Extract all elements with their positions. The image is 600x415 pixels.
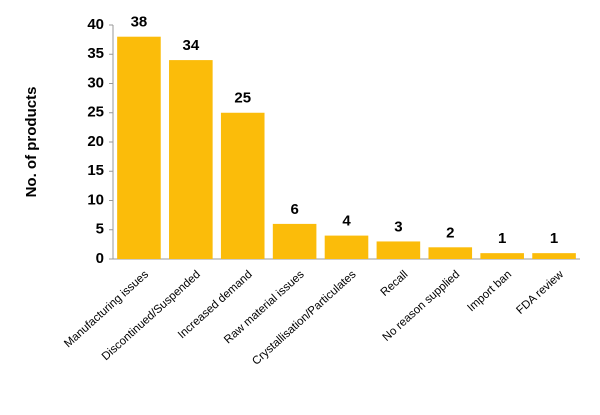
value-label: 25: [234, 90, 251, 107]
y-tick-label: 5: [96, 221, 104, 238]
bar: [272, 223, 317, 259]
y-tick-label: 30: [87, 74, 104, 91]
bar: [428, 247, 473, 259]
value-label: 2: [446, 224, 454, 241]
bar: [220, 112, 265, 259]
y-tick-label: 15: [87, 162, 104, 179]
y-tick-label: 40: [87, 16, 104, 33]
y-tick-label: 25: [87, 104, 104, 121]
value-label: 1: [498, 230, 506, 247]
y-tick-label: 0: [96, 250, 104, 267]
x-tick-label: Import ban: [465, 269, 514, 315]
value-label: 1: [550, 230, 558, 247]
value-label: 34: [182, 37, 199, 54]
y-tick-label: 35: [87, 45, 104, 62]
bar: [532, 253, 576, 259]
value-label: 4: [342, 213, 351, 230]
x-tick-label: FDA review: [514, 268, 566, 317]
x-tick-label: Discontinued/Suspended: [100, 269, 203, 363]
value-label: 38: [131, 14, 148, 31]
bar: [117, 36, 161, 260]
x-tick-label: Recall: [379, 269, 411, 299]
value-label: 6: [290, 201, 298, 218]
x-tick-label: Crystallisation/Particulates: [250, 268, 358, 367]
bar: [324, 235, 369, 259]
bar: [169, 60, 213, 259]
bar: [480, 253, 524, 259]
y-tick-label: 20: [87, 133, 104, 150]
value-label: 3: [394, 218, 402, 235]
y-tick-label: 10: [87, 191, 104, 208]
bar: [376, 241, 421, 259]
x-tick-label: Manufacturing issues: [62, 268, 151, 350]
y-axis-label: No. of products: [23, 87, 40, 198]
